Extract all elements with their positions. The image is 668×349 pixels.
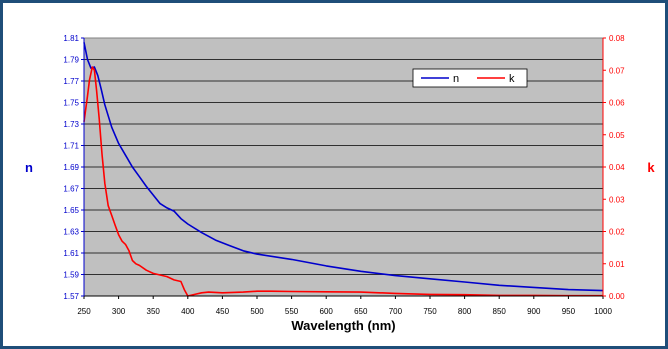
y-left-tick-label: 1.65	[63, 206, 79, 215]
x-tick-label: 700	[389, 307, 403, 316]
x-tick-label: 500	[250, 307, 264, 316]
x-tick-label: 900	[527, 307, 541, 316]
x-tick-label: 800	[458, 307, 472, 316]
y-left-tick-label: 1.69	[63, 163, 79, 172]
x-tick-label: 350	[147, 307, 161, 316]
series-layer	[83, 42, 604, 297]
y-left-tick-label: 1.67	[63, 185, 79, 194]
x-axis: 250 300 350 400 450 500 550 600 650 700 750 800 850 9…	[77, 295, 612, 316]
x-tick-label: 850	[493, 307, 507, 316]
y-right-tick-label: 0.06	[609, 99, 625, 108]
x-axis-title: Wavelength (nm)	[291, 318, 395, 333]
y-left-tick-label: 1.59	[63, 271, 79, 280]
y-axis-right: 0.00 0.01 0.02 0.03 0.04 0.05 0.06 0.07 0.08	[602, 34, 625, 301]
y-left-tick-label: 1.73	[63, 120, 79, 129]
y-left-tick-label: 1.71	[63, 142, 79, 151]
x-tick-label: 450	[216, 307, 230, 316]
y-right-tick-label: 0.03	[609, 195, 625, 204]
y-right-tick-label: 0.04	[609, 163, 625, 172]
x-tick-label: 650	[354, 307, 368, 316]
legend-box	[412, 68, 528, 88]
legend-label-k: k	[509, 73, 515, 85]
legend-label-n: n	[453, 73, 459, 85]
y-left-tick-label: 1.75	[63, 99, 79, 108]
y-right-tick-label: 0.08	[609, 34, 625, 43]
y-right-tick-label: 0.01	[609, 260, 625, 269]
x-tick-label: 750	[423, 307, 437, 316]
gridlines	[84, 59, 603, 275]
x-tick-label: 250	[77, 307, 91, 316]
y-right-tick-label: 0.02	[609, 228, 625, 237]
x-tick-label: 1000	[594, 307, 612, 316]
y-left-tick-label: 1.63	[63, 228, 79, 237]
x-tick-label: 400	[181, 307, 195, 316]
x-tick-label: 950	[562, 307, 576, 316]
series-line-k	[83, 66, 603, 297]
y-left-tick-label: 1.79	[63, 56, 79, 65]
series-line-n	[83, 42, 604, 292]
y-right-tick-label: 0.00	[609, 292, 625, 301]
y-axis-left: 1.57 1.59 1.61 1.63 1.65 1.67 1.69 1.71 1.73 1.75…	[63, 34, 85, 301]
y-right-tick-label: 0.07	[609, 66, 625, 75]
y-left-tick-label: 1.61	[63, 249, 79, 258]
x-tick-label: 550	[285, 307, 299, 316]
y-left-tick-label: 1.81	[63, 34, 79, 43]
x-tick-label: 300	[112, 307, 126, 316]
y-left-tick-label: 1.77	[63, 77, 79, 86]
y-axis-left-title: n	[25, 160, 33, 175]
y-axis-right-title: k	[647, 160, 655, 175]
x-tick-label: 600	[320, 307, 334, 316]
y-right-tick-label: 0.05	[609, 131, 625, 140]
y-left-tick-label: 1.57	[63, 292, 79, 301]
